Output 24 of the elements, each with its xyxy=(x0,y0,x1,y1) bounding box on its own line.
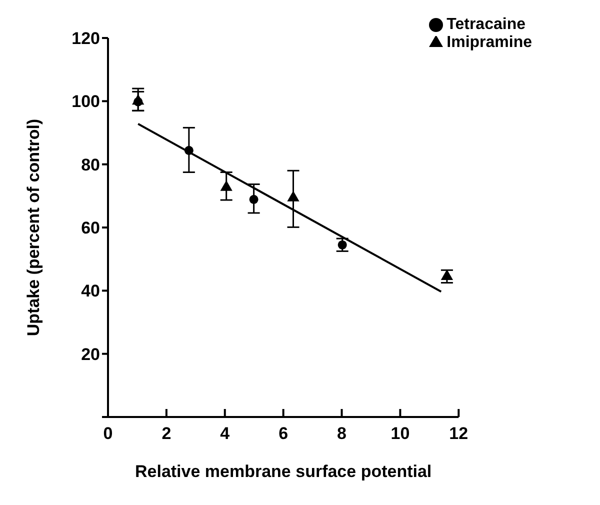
point xyxy=(287,190,300,202)
y-tick-label: 20 xyxy=(81,344,100,364)
x-tick-label: 0 xyxy=(103,424,113,444)
legend-label: Tetracaine xyxy=(446,16,526,33)
point xyxy=(338,240,347,250)
x-axis-title: Relative membrane surface potential xyxy=(134,462,432,481)
point xyxy=(249,194,258,204)
x-tick-label: 6 xyxy=(278,424,288,444)
point xyxy=(440,269,454,280)
x-tick-label: 10 xyxy=(390,424,410,444)
point xyxy=(184,146,194,155)
y-tick-label: 60 xyxy=(81,218,100,238)
y-tick-label: 80 xyxy=(81,155,100,174)
x-tick-label: 4 xyxy=(220,424,230,444)
y-tick-label: 100 xyxy=(72,92,100,112)
y-tick-label: 120 xyxy=(72,29,100,48)
y-axis-title: Uptake (percent of control) xyxy=(24,118,44,336)
x-tick-label: 12 xyxy=(449,424,468,444)
y-tick-label: 40 xyxy=(81,282,100,301)
legend-label: Imipramine xyxy=(446,34,532,51)
point xyxy=(220,180,232,191)
point xyxy=(132,94,144,105)
x-tick-label: 8 xyxy=(337,424,346,444)
x-tick-label: 2 xyxy=(162,424,172,444)
